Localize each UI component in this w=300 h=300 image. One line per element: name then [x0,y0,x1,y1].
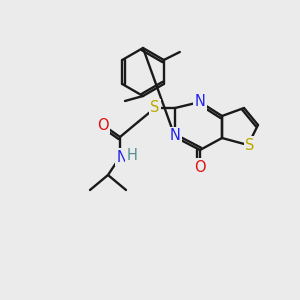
Text: H: H [127,148,137,163]
Text: N: N [169,128,180,143]
Text: N: N [195,94,206,110]
Text: O: O [194,160,206,175]
Text: S: S [245,137,255,152]
Text: O: O [97,118,109,133]
Text: S: S [150,100,160,116]
Text: N: N [117,149,128,164]
